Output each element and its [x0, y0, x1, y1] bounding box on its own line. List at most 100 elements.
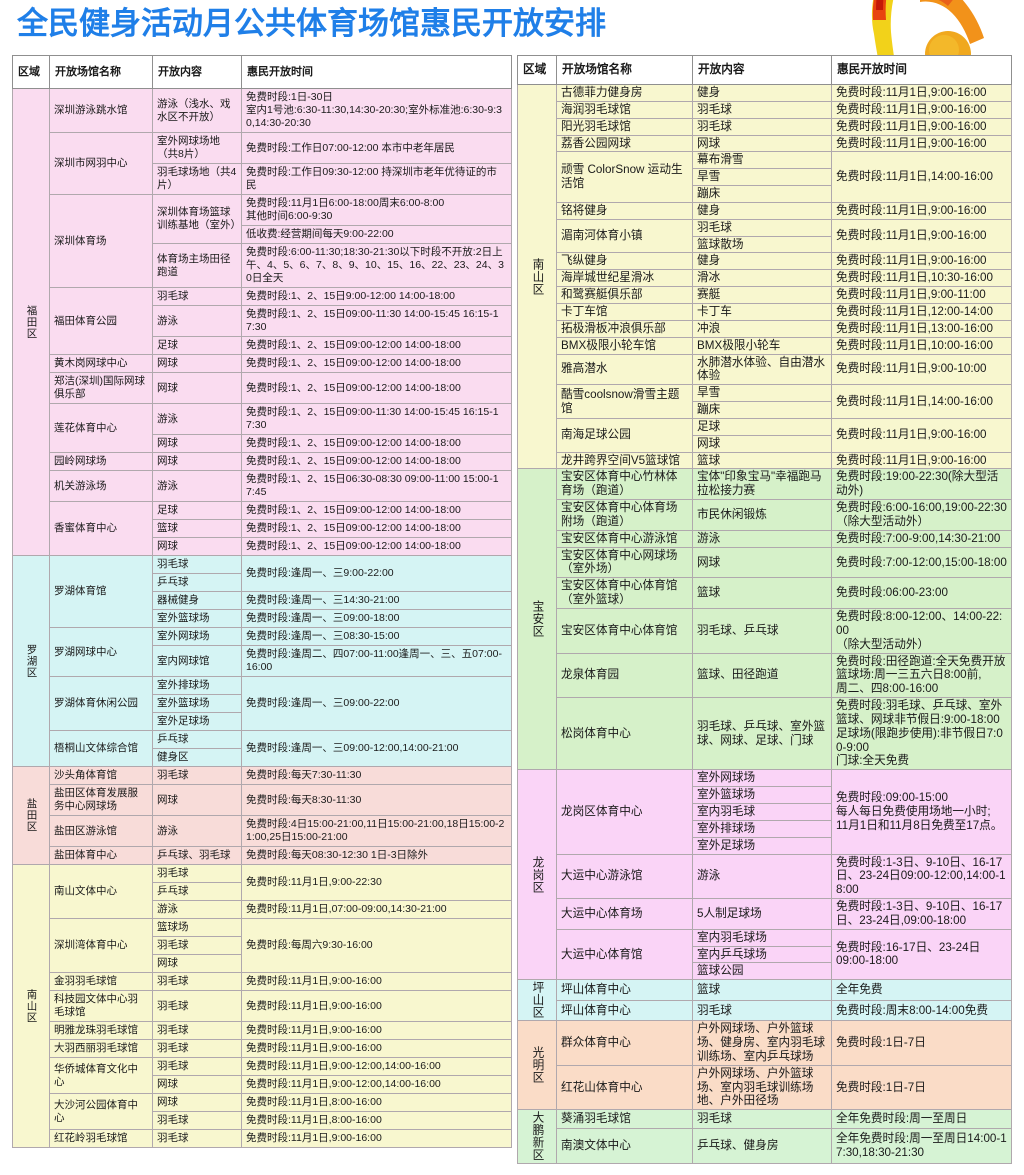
open-content-cell: 宝体"印象宝马"幸福跑马拉松接力赛 [692, 468, 832, 501]
table-row: 深圳体育场 深圳体育场篮球训练基地（室外） 免费时段:11月1日6:00-18:00… [12, 194, 512, 288]
open-time-cell: 免费时段:11月1日,8:00-16:00 [241, 1093, 512, 1112]
open-content-cell: 冲浪 [692, 319, 832, 338]
table-row: 拓极滑板冲浪俱乐部 冲浪 免费时段:11月1日,13:00-16:00 [517, 319, 1012, 338]
open-content-cell: 游泳 [692, 529, 832, 548]
venue-name-cell: 宝安区体育中心竹林体育场（跑道） [556, 468, 693, 501]
table-row: 罗湖体育休闲公园 室外排球场 免费时段:逢周一、三09:00-22:00 [12, 676, 512, 731]
venue-name-cell: 盐田体育中心 [49, 846, 153, 865]
open-time-cell: 免费时段:11月1日,14:00-16:00 [831, 151, 1012, 203]
column-header-venue: 开放场馆名称 [556, 55, 693, 85]
open-time-cell: 免费时段:6:00-11:30;18:30-21:30以下时段不开放:2日上午、… [241, 243, 512, 288]
open-time-cell: 免费时段:11月1日,8:00-16:00 [241, 1111, 512, 1130]
venue-name-cell: 古德菲力健身房 [556, 84, 693, 102]
open-content-cell: 足球 [152, 336, 242, 355]
open-time-cell: 免费时段:1、2、15日09:00-12:00 14:00-18:00 [241, 434, 512, 453]
open-content-cell: 网球 [692, 434, 832, 453]
table-row: 南澳文体中心 乒乓球、健身房 全年免费时段:周一至周日14:00-17:30,18:… [517, 1128, 1012, 1164]
table-row: 盐田区 沙头角体育馆 羽毛球 免费时段:每天7:30-11:30 [12, 766, 512, 865]
open-time-cell: 免费时段:8:00-12:00、14:00-22:00 （除大型活动外） [831, 608, 1012, 654]
open-time-cell: 免费时段:每天08:30-12:30 1日-3日除外 [241, 846, 512, 865]
column-header-district: 区域 [517, 55, 557, 85]
open-time-cell: 免费时段:每天7:30-11:30 [241, 766, 512, 785]
open-time-cell: 免费时段:1、2、15日09:00-11:30 14:00-15:45 16:1… [241, 305, 512, 337]
open-content-cell: 羽毛球 [152, 972, 242, 991]
open-content-cell: 室外网球场地（共8片） [152, 132, 242, 164]
open-content-cell: 网球 [152, 372, 242, 404]
table-row: 大运中心体育场 5人制足球场 免费时段:1-3日、9-10日、16-17日、23-2… [517, 898, 1012, 930]
venue-name-cell: 湄南河体育小镇 [556, 218, 693, 254]
venue-name-cell: 宝安区体育中心体育馆（室外篮球） [556, 577, 693, 609]
venue-name-cell: 海润羽毛球馆 [556, 100, 693, 119]
open-content-cell: 羽毛球 [152, 766, 242, 785]
open-time-cell: 免费时段:1、2、15日09:00-12:00 14:00-18:00 [241, 452, 512, 471]
page-title: 全民健身活动月公共体育场馆惠民开放安排 [17, 6, 606, 41]
venue-name-cell: 酷雪coolsnow滑雪主题馆 [556, 384, 693, 419]
open-content-cell: 篮球 [692, 979, 832, 1001]
venue-name-cell: 大运中心体育馆 [556, 928, 693, 981]
open-time-cell: 免费时段:11月1日,9:00-16:00 [831, 84, 1012, 102]
open-time-cell: 免费时段:逢周二、四07:00-11:00逢周一、三、五07:00-16:00 [241, 645, 512, 677]
table-row: 南山区 古德菲力健身房 健身 免费时段:11月1日,9:00-16:00 [517, 83, 1012, 470]
open-content-cell: 羽毛球、乒乓球 [692, 608, 832, 654]
open-time-cell: 全年免费时段:周一至周日 [831, 1109, 1012, 1130]
open-time-cell: 免费时段:11月1日,9:00-16:00 [831, 218, 1012, 254]
column-header-venue: 开放场馆名称 [49, 55, 153, 89]
column-header-district: 区域 [12, 55, 50, 89]
open-time-cell: 免费时段:1日-7日 [831, 1020, 1012, 1066]
open-time-cell: 免费时段:1-3日、9-10日、16-17日、23-24日,09:00-18:0… [831, 898, 1012, 930]
open-time-cell: 免费时段:11月1日,9:00-16:00 [241, 1129, 512, 1148]
table-row: 香蜜体育中心 足球 免费时段:1、2、15日09:00-12:00 14:00-18… [12, 501, 512, 556]
left-schedule-table: 区域 开放场馆名称 开放内容 惠民开放时间 福田区 深圳游泳跳水馆 游泳（浅水、戏水… [12, 55, 512, 1148]
open-content-cell: 羽毛球场地（共4片） [152, 163, 242, 195]
open-content-cell: 旱雪 [692, 168, 832, 187]
open-time-cell: 免费时段:逢周一、三14:30-21:00 [241, 591, 512, 610]
open-time-cell: 免费时段:11月1日,9:00-16:00 [831, 451, 1012, 470]
venue-name-cell: 大羽西丽羽毛球馆 [49, 1039, 153, 1058]
open-content-cell: 篮球 [692, 577, 832, 609]
open-time-cell: 免费时段:6:00-16:00,19:00-22:30 （除大型活动外） [831, 499, 1012, 531]
table-row: 莲花体育中心 游泳 免费时段:1、2、15日09:00-11:30 14:00-15… [12, 403, 512, 453]
open-content-cell: 户外网球场、户外篮球场、健身房、室内羽毛球训练场、室内乒乓球场 [692, 1020, 832, 1066]
open-content-cell: 蹦床 [692, 401, 832, 419]
open-content-cell: 乒乓球、羽毛球 [152, 846, 242, 865]
table-row: BMX极限小轮车馆 BMX极限小轮车 免费时段:11月1日,10:00-16:00 [517, 336, 1012, 355]
open-time-cell: 免费时段:11月1日,9:00-16:00 [831, 201, 1012, 220]
table-row: 大运中心体育馆 室内羽毛球场 免费时段:16-17日、23-24日 09:00-18:… [517, 928, 1012, 981]
open-content-cell: 室外篮球场 [152, 609, 242, 628]
open-content-cell: BMX极限小轮车 [692, 336, 832, 355]
open-content-cell: 深圳体育场篮球训练基地（室外） [152, 194, 242, 244]
table-row: 罗湖区 罗湖体育馆 羽毛球 免费时段:逢周一、三9:00-22:00 [12, 555, 512, 767]
table-row: 福田体育公园 羽毛球 免费时段:1、2、15日9:00-12:00 14:00-18… [12, 287, 512, 355]
venue-name-cell: 机关游泳场 [49, 470, 153, 502]
open-time-cell: 免费时段:11月1日6:00-18:00周末6:00-8:00 其他时间6:00-… [241, 194, 512, 226]
table-row: 龙井跨界空间V5篮球馆 篮球 免费时段:11月1日,9:00-16:00 [517, 451, 1012, 470]
table-row: 华侨城体育文化中心 羽毛球 免费时段:11月1日,9:00-12:00,14:00-… [12, 1057, 512, 1094]
venue-name-cell: 和鹭赛艇俱乐部 [556, 286, 693, 304]
venue-name-cell: 深圳市网羽中心 [49, 132, 153, 195]
table-row: 大羽西丽羽毛球馆 羽毛球 免费时段:11月1日,9:00-16:00 [12, 1039, 512, 1058]
open-content-cell: 篮球 [152, 519, 242, 538]
open-content-cell: 篮球散场 [692, 235, 832, 254]
open-content-cell: 羽毛球 [692, 218, 832, 237]
table-row: 宝安区体育中心体育馆 羽毛球、乒乓球 免费时段:8:00-12:00、14:00-2… [517, 608, 1012, 654]
left-table-body: 福田区 深圳游泳跳水馆 游泳（浅水、戏水区不开放） 免费时段:1日-30日 室内1号池:… [12, 88, 512, 1148]
open-time-cell: 免费时段:田径跑道:全天免费开放 篮球场:周一三五六日8:00前, 周二、四8:00… [831, 652, 1012, 699]
table-row: 宝安区体育中心游泳馆 游泳 免费时段:7:00-9:00,14:30-21:00 [517, 529, 1012, 548]
venue-name-cell: 南山文体中心 [49, 864, 153, 919]
open-content-cell: 羽毛球 [152, 864, 242, 883]
open-time-cell: 免费时段:11月1日,9:00-16:00 [241, 1021, 512, 1040]
open-time-cell: 免费时段:11月1日,9:00-22:30 [241, 864, 512, 901]
open-content-cell: 网球 [152, 784, 242, 816]
open-content-cell: 篮球公园 [692, 962, 832, 981]
open-time-cell: 免费时段:工作日07:00-12:00 本市中老年居民 [241, 132, 512, 164]
venue-name-cell: 梧桐山文体综合馆 [49, 730, 153, 767]
open-content-cell: 室外足球场 [152, 712, 242, 731]
table-row: 铭将健身 健身 免费时段:11月1日,9:00-16:00 [517, 201, 1012, 220]
district-cell: 光明区 [517, 1020, 557, 1111]
right-table-body: 南山区 古德菲力健身房 健身 免费时段:11月1日,9:00-16:00 海润羽毛球馆羽… [517, 83, 1012, 1164]
open-content-cell: 室外篮球场 [692, 786, 832, 804]
venue-name-cell: 宝安区体育中心体育馆 [556, 608, 693, 654]
venue-name-cell: 盐田区体育发展服务中心网球场 [49, 784, 153, 816]
venue-name-cell: 拓极滑板冲浪俱乐部 [556, 319, 693, 338]
venue-name-cell: 深圳体育场 [49, 194, 153, 288]
